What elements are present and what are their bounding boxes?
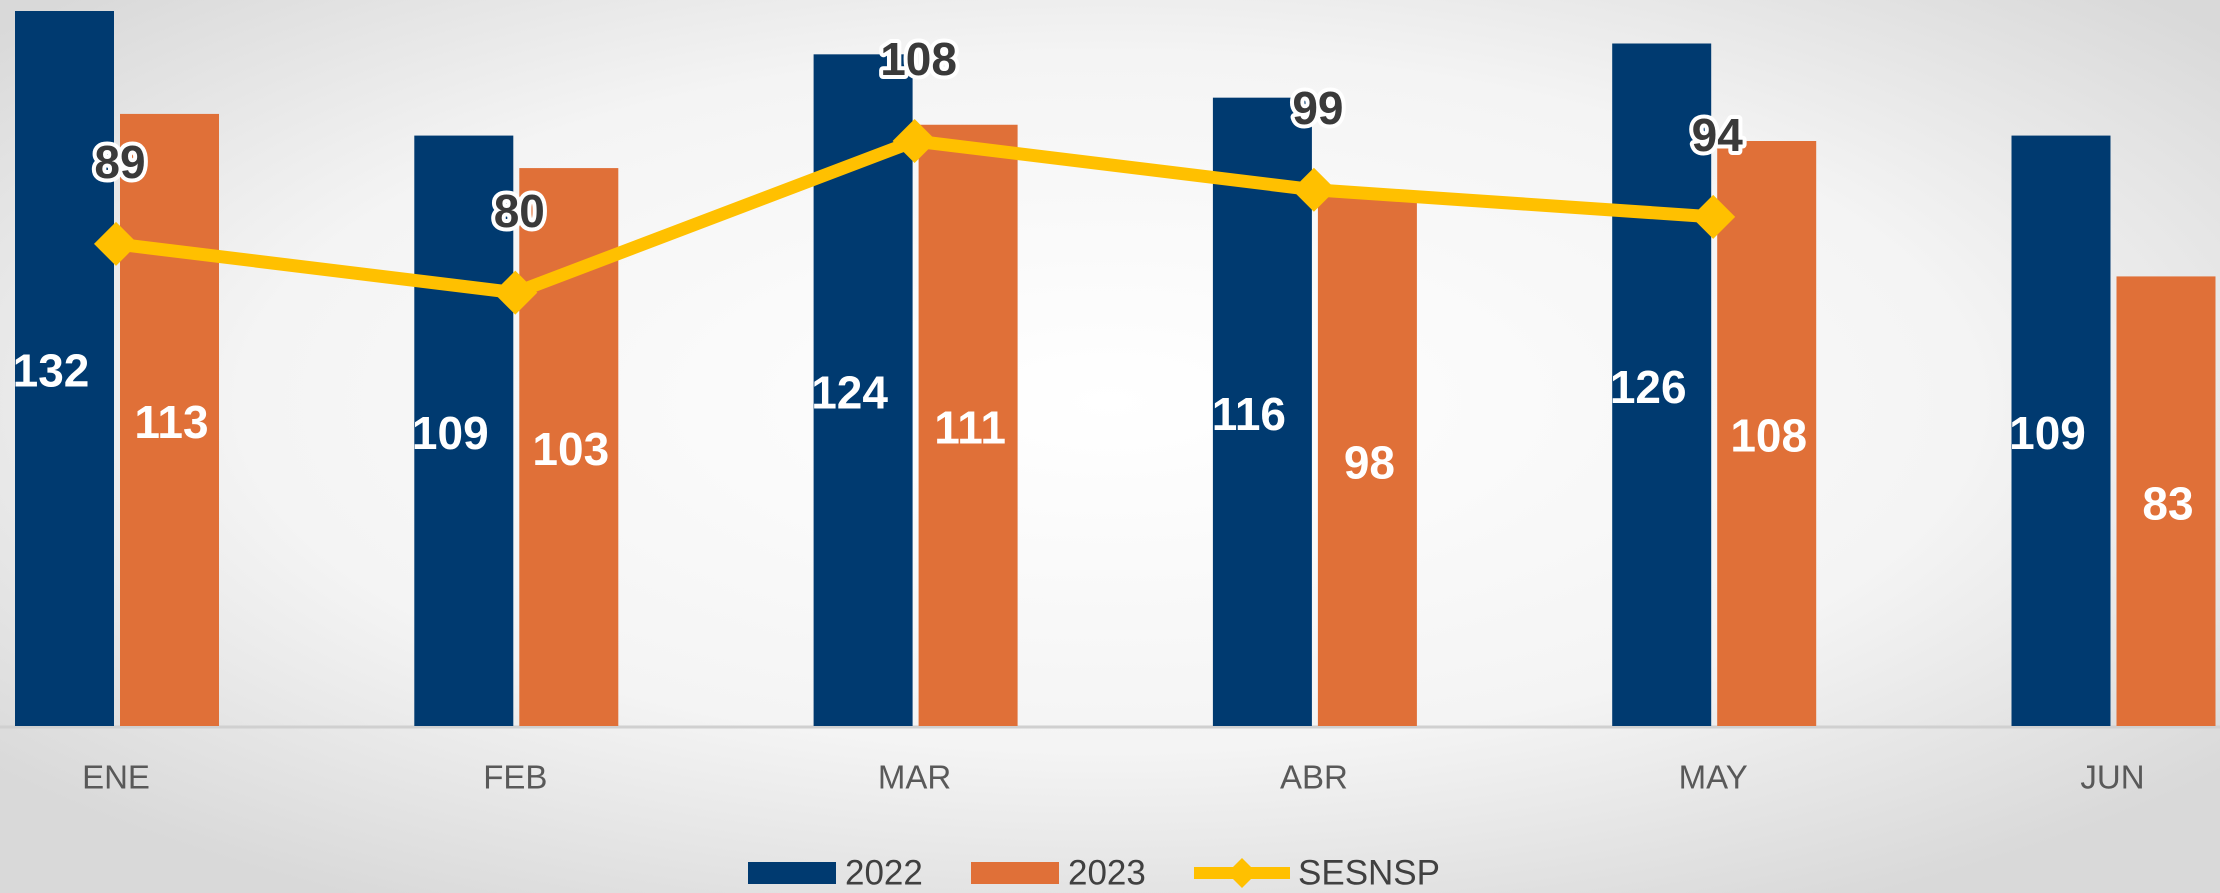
data-label: 126 — [1610, 361, 1687, 413]
data-label: 111 — [934, 402, 1006, 454]
legend-label: SESNSP — [1298, 853, 1440, 892]
legend-label: 2023 — [1068, 853, 1146, 892]
bar — [1212, 97, 1312, 726]
line-marker — [1691, 194, 1736, 239]
data-label: 124 — [811, 366, 888, 418]
line-marker — [892, 119, 937, 163]
bar — [2011, 135, 2111, 727]
legend-label: 2022 — [845, 853, 923, 892]
data-label: 83 — [2142, 477, 2193, 529]
line-marker — [493, 270, 538, 315]
data-label: 132 — [13, 345, 90, 397]
line-marker — [1291, 167, 1336, 212]
x-tick-label: MAY — [1679, 759, 1748, 796]
legend-swatch — [748, 862, 836, 884]
bar — [120, 113, 219, 726]
bar — [1317, 195, 1417, 726]
bar — [1612, 43, 1712, 726]
data-label: 109 — [2009, 407, 2086, 459]
line-marker — [94, 221, 138, 266]
bar — [918, 124, 1018, 726]
x-tick-label: ENE — [82, 759, 150, 796]
data-label: 108 — [1730, 410, 1807, 462]
x-tick-label: JUN — [2080, 759, 2144, 796]
data-label: 109 — [412, 407, 489, 459]
data-label: 98 — [1344, 437, 1395, 489]
bar — [414, 135, 514, 727]
data-label: 103 — [532, 423, 609, 475]
legend-swatch-marker — [1227, 858, 1257, 888]
data-label: 113 — [134, 396, 208, 448]
x-tick-label: ABR — [1280, 759, 1348, 796]
data-label: 99 — [1292, 82, 1343, 134]
data-label: 89 — [94, 136, 145, 188]
data-label: 94 — [1692, 109, 1744, 161]
bar — [2116, 276, 2216, 726]
bar — [1717, 141, 1817, 726]
x-tick-label: MAR — [878, 759, 951, 796]
legend-swatch — [971, 862, 1059, 884]
x-tick-label: FEB — [483, 759, 547, 796]
data-label: 116 — [1212, 388, 1286, 440]
data-label: 80 — [494, 185, 545, 237]
data-label: 108 — [880, 33, 957, 85]
bar — [15, 11, 114, 726]
